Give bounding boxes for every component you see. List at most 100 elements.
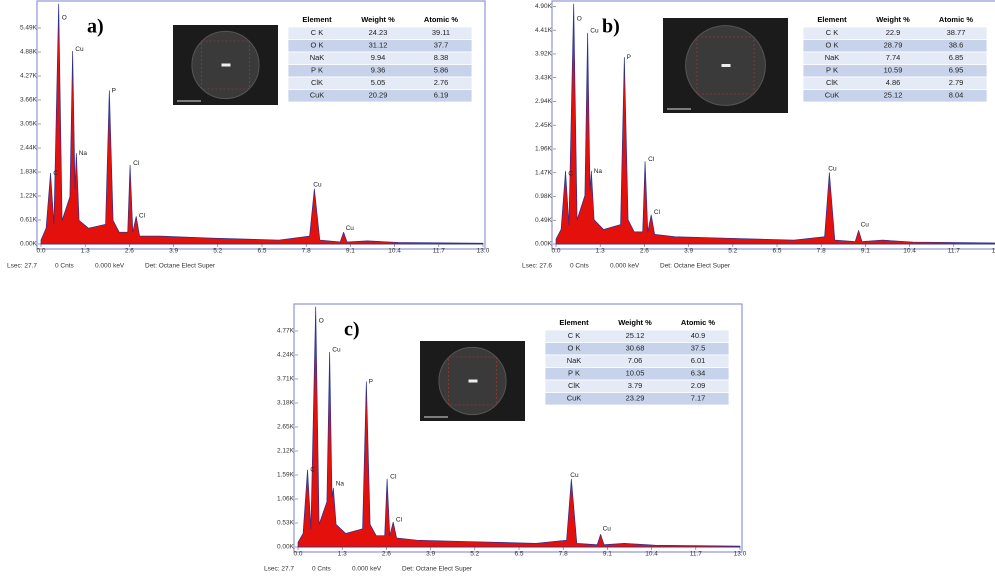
table-cell: 6.34 xyxy=(691,369,706,378)
x-tick-label: 9.1 xyxy=(346,248,355,255)
peak-label: Na xyxy=(336,480,345,487)
x-tick-label: 9.1 xyxy=(603,551,612,558)
table-header: Weight % xyxy=(876,15,910,24)
footer-text: 0.000 keV xyxy=(610,263,640,270)
panel-label: c) xyxy=(344,319,360,341)
y-tick-label: 0.00K xyxy=(535,241,553,248)
peak-label: Cl xyxy=(396,517,403,524)
footer-text: 0.000 keV xyxy=(352,566,382,573)
table-cell: O K xyxy=(568,344,581,353)
y-tick-label: 0.49K xyxy=(535,217,553,224)
peak-label: Cu xyxy=(570,472,579,479)
table-cell: 5.86 xyxy=(434,66,449,75)
table-cell: C K xyxy=(826,28,839,37)
table-header: Weight % xyxy=(361,15,395,24)
x-tick-label: 7.8 xyxy=(817,248,826,255)
table-cell: ClK xyxy=(311,78,323,87)
table-cell: 9.94 xyxy=(371,53,386,62)
table-cell: 8.38 xyxy=(434,53,449,62)
table-cell: 10.59 xyxy=(884,66,903,75)
x-tick-label: 1.3 xyxy=(596,248,605,255)
peak-label: Na xyxy=(79,150,88,157)
peak-label: Cl xyxy=(139,212,146,219)
table-cell: 5.05 xyxy=(371,78,386,87)
table-cell: 25.12 xyxy=(884,91,903,100)
table-cell: 38.6 xyxy=(949,41,964,50)
table-cell: 9.36 xyxy=(371,66,386,75)
x-tick-label: 2.6 xyxy=(382,551,391,558)
y-tick-label: 4.90K xyxy=(535,3,553,10)
y-tick-label: 4.27K xyxy=(20,73,38,80)
y-tick-label: 4.77K xyxy=(277,328,295,335)
peak-label: Cl xyxy=(654,209,661,216)
table-cell: 7.74 xyxy=(886,53,901,62)
x-tick-label: 2.6 xyxy=(125,248,134,255)
x-tick-label: 0.0 xyxy=(551,248,560,255)
x-tick-label: 13.0 xyxy=(992,248,995,255)
table-row xyxy=(544,392,730,406)
x-tick-label: 3.9 xyxy=(169,248,178,255)
peak-label: P xyxy=(627,54,631,61)
y-tick-label: 2.94K xyxy=(535,98,553,105)
table-header: Element xyxy=(559,318,589,327)
y-tick-label: 1.59K xyxy=(277,472,295,479)
table-cell: 22.9 xyxy=(886,28,901,37)
table-header: Atomic % xyxy=(424,15,459,24)
x-tick-label: 9.1 xyxy=(861,248,870,255)
table-cell: 7.17 xyxy=(691,394,706,403)
table-cell: 10.05 xyxy=(626,369,645,378)
table-header: Element xyxy=(817,15,847,24)
panel-label: b) xyxy=(602,16,620,38)
y-tick-label: 1.96K xyxy=(535,146,553,153)
x-tick-label: 11.7 xyxy=(948,248,961,255)
table-cell: 6.19 xyxy=(434,91,449,100)
table-cell: ClK xyxy=(826,78,838,87)
y-tick-label: 3.92K xyxy=(535,51,553,58)
y-tick-label: 3.43K xyxy=(535,74,553,81)
x-tick-label: 10.4 xyxy=(645,551,658,558)
spectrum xyxy=(297,306,741,548)
table-cell: 4.86 xyxy=(886,78,901,87)
peak-label: C xyxy=(53,170,58,177)
table-cell: 37.5 xyxy=(691,344,706,353)
table-cell: 2.09 xyxy=(691,381,706,390)
sem-marker xyxy=(221,63,231,67)
peak-label: O xyxy=(577,15,582,22)
table-cell: P K xyxy=(568,369,580,378)
table-cell: O K xyxy=(311,41,324,50)
table-cell: 28.79 xyxy=(884,41,903,50)
sem-marker xyxy=(721,64,731,67)
footer-text: Lsec: 27.7 xyxy=(264,566,294,573)
y-tick-label: 1.22K xyxy=(20,193,38,200)
x-tick-label: 10.4 xyxy=(903,248,916,255)
table-cell: P K xyxy=(826,66,838,75)
y-tick-label: 3.18K xyxy=(277,400,295,407)
table-cell: CuK xyxy=(825,91,840,100)
table-row xyxy=(802,89,988,103)
x-tick-label: 7.8 xyxy=(302,248,311,255)
peak-label: Na xyxy=(594,168,603,175)
peak-label: Cu xyxy=(603,526,612,533)
peak-label: O xyxy=(62,14,67,21)
table-cell: 2.79 xyxy=(949,78,964,87)
y-tick-label: 2.12K xyxy=(277,448,295,455)
sem-box xyxy=(696,36,755,95)
x-tick-label: 7.8 xyxy=(559,551,568,558)
peak-label: Cu xyxy=(332,347,341,354)
x-tick-label: 5.2 xyxy=(213,248,222,255)
y-tick-label: 3.05K xyxy=(20,121,38,128)
x-tick-label: 1.3 xyxy=(81,248,90,255)
y-tick-label: 0.61K xyxy=(20,217,38,224)
x-tick-label: 0.0 xyxy=(293,551,302,558)
table-cell: 3.79 xyxy=(628,381,643,390)
table-cell: O K xyxy=(826,41,839,50)
x-tick-label: 3.9 xyxy=(426,551,435,558)
table-cell: 24.23 xyxy=(369,28,388,37)
table-cell: P K xyxy=(311,66,323,75)
footer-text: Lsec: 27.6 xyxy=(522,263,552,270)
y-tick-label: 2.45K xyxy=(535,122,553,129)
x-tick-label: 1.3 xyxy=(338,551,347,558)
footer-text: Det: Octane Elect Super xyxy=(145,263,216,270)
spectrum xyxy=(555,3,995,245)
peak-label: Cu xyxy=(590,27,599,34)
